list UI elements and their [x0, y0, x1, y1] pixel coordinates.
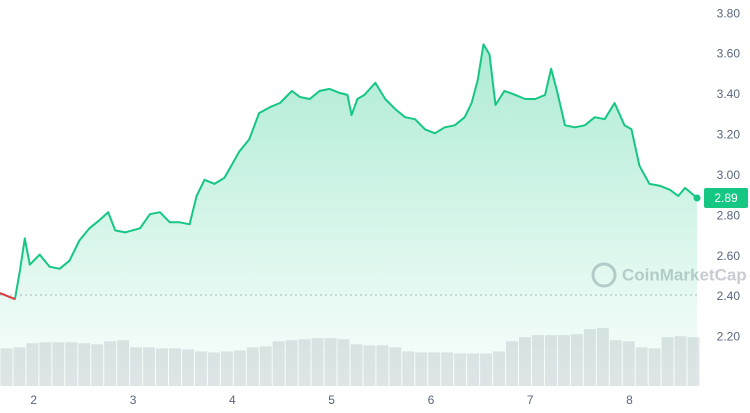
x-tick-label: 4 — [229, 393, 236, 407]
y-tick-label: 3.40 — [717, 87, 741, 101]
x-tick-label: 6 — [428, 393, 435, 407]
x-tick-label: 3 — [130, 393, 137, 407]
y-tick-label: 2.80 — [717, 208, 741, 222]
y-tick-label: 2.40 — [717, 289, 741, 303]
y-tick-label: 2.20 — [717, 330, 741, 344]
y-tick-label: 3.00 — [717, 168, 741, 182]
y-tick-label: 3.20 — [717, 128, 741, 142]
x-tick-label: 8 — [626, 393, 633, 407]
y-tick-label: 3.60 — [717, 47, 741, 61]
x-tick-label: 5 — [328, 393, 335, 407]
y-tick-label: 2.60 — [717, 249, 741, 263]
y-tick-label: 3.80 — [717, 6, 741, 20]
price-tag-label: 2.89 — [714, 191, 738, 205]
x-tick-label: 7 — [527, 393, 534, 407]
below-open-segment — [9, 296, 16, 301]
price-area — [0, 44, 698, 387]
price-line — [0, 43, 698, 301]
x-tick-label: 2 — [30, 393, 37, 407]
last-price-dot — [693, 194, 701, 202]
price-tag — [704, 188, 748, 209]
below-open-segment — [0, 292, 11, 298]
